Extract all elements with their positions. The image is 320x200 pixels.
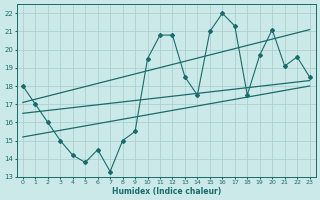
X-axis label: Humidex (Indice chaleur): Humidex (Indice chaleur): [112, 187, 221, 196]
